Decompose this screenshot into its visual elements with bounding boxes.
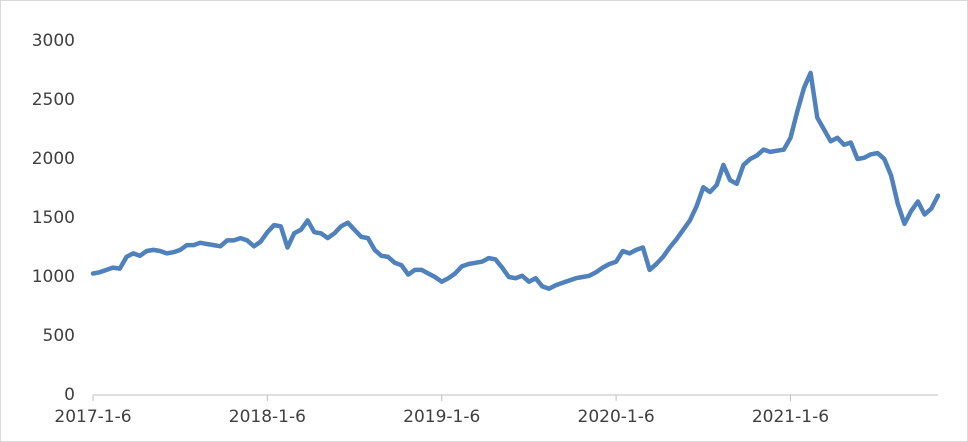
y-tick-label: 500 <box>43 326 75 346</box>
y-tick-label: 2500 <box>32 90 75 110</box>
x-tick-label: 2020-1-6 <box>578 407 655 427</box>
y-tick-label: 2000 <box>32 149 75 169</box>
y-tick-label: 1000 <box>32 267 75 287</box>
x-tick-label: 2021-1-6 <box>752 407 829 427</box>
y-tick-label: 1500 <box>32 208 75 228</box>
data-line <box>90 70 941 292</box>
x-tick-label: 2017-1-6 <box>54 407 131 427</box>
x-tick-label: 2019-1-6 <box>403 407 480 427</box>
y-tick-label: 0 <box>64 385 75 405</box>
y-tick-label: 3000 <box>32 31 75 51</box>
x-tick-label: 2018-1-6 <box>229 407 306 427</box>
